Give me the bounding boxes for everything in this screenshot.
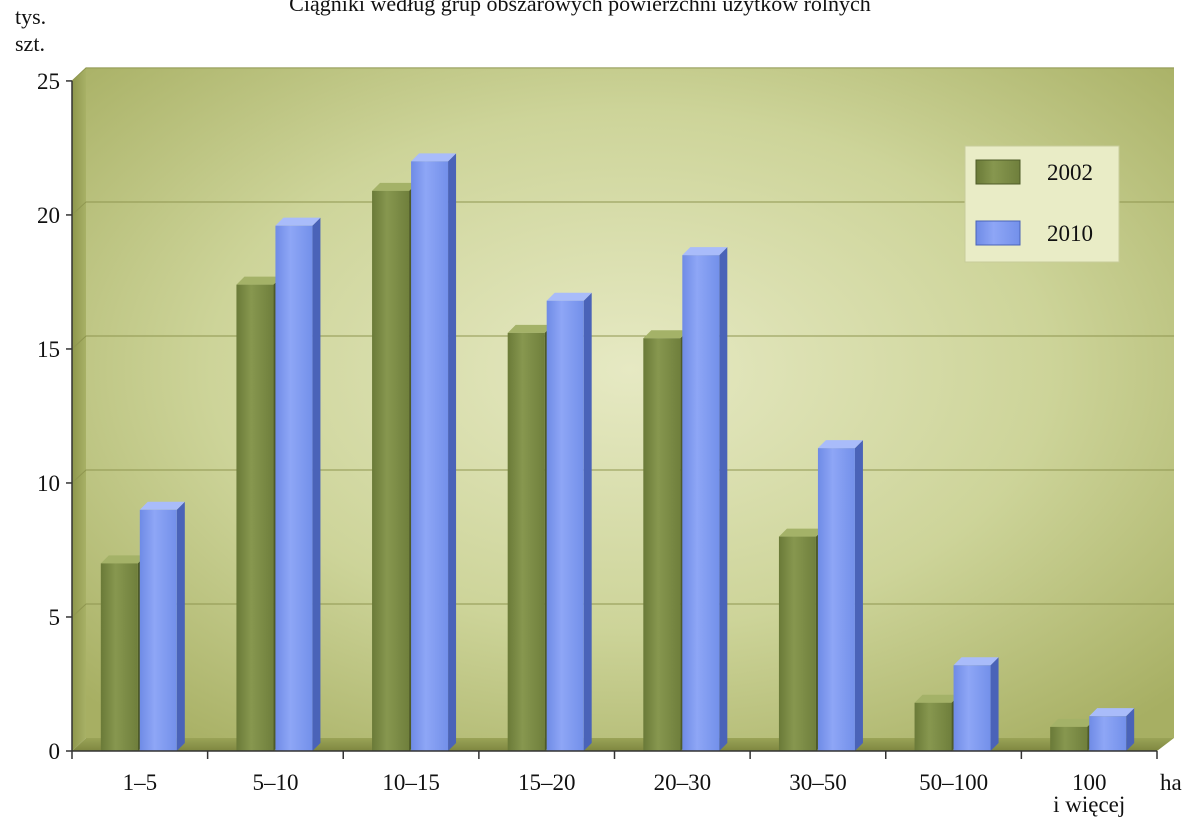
gridline [71,335,1174,350]
bar-side [854,440,863,751]
gridline [71,469,1174,484]
y-axis-label-line-2: szt. [15,31,45,56]
bar-front [546,300,584,751]
y-tick-label: 0 [49,739,61,764]
bar-2002-50–100 [914,694,960,751]
bar-top [643,330,689,339]
bar-2010-15–20 [546,292,592,751]
bar-front [139,509,177,751]
bar-top [1089,708,1135,717]
bar-side [448,153,457,752]
bar-side [990,657,999,751]
legend-label: 2002 [1047,160,1093,185]
plot-side-wall [72,67,86,752]
bar-front [1050,726,1088,751]
x-axis-label: ha [1160,770,1182,795]
x-tick-label: 20–30 [654,770,712,795]
bar-top [914,694,960,703]
bar-front [275,225,313,752]
y-tick-label: 20 [37,203,60,228]
x-tick-label: 50–100 [919,770,988,795]
x-tick-label: 1–5 [123,770,158,795]
chart-title: Ciągniki według grup obszarowych powierz… [289,0,871,16]
bar-top [1050,718,1096,727]
y-axis-label-line-1: tys. [15,4,46,29]
x-tick-label: 100 i więcej [1053,770,1125,817]
bar-2002-20–30 [643,330,689,751]
bar-2002-1–5 [100,555,146,751]
bar-side [719,247,728,751]
bar-2002-100 i więcej [1050,718,1096,751]
x-tick-label: 5–10 [252,770,298,795]
axes: 0 5 10 15 20 25 1–5 5–10 10–15 15–20 20–30 30–50 50–… [37,69,1158,817]
bar-top [139,501,185,510]
bar-2002-5–10 [236,276,282,751]
bar-2010-50–100 [953,657,999,751]
x-tick-label: 15–20 [518,770,576,795]
bar-top [507,324,553,333]
bar-2010-1–5 [139,501,185,751]
y-tick-label: 15 [37,337,60,362]
bar-top [411,153,457,162]
legend-label: 2010 [1047,221,1093,246]
bar-2002-30–50 [778,528,824,751]
legend: 2002 2010 [964,145,1120,263]
plot-floor [72,738,1174,751]
bar-top [778,528,824,537]
bar-front [817,448,855,751]
bar-front [1089,716,1127,751]
bar-top [275,217,321,226]
bar-front [507,332,545,751]
gridlines [71,67,1174,618]
bar-side [583,292,592,751]
bar-top [682,247,728,256]
bar-front [372,190,410,752]
x-tick-label: 10–15 [382,770,440,795]
bar-2002-10–15 [372,182,418,752]
gridline [71,67,1174,82]
bar-front [411,161,449,752]
bar-top [236,276,282,285]
bars [100,153,1135,752]
bar-top [100,555,146,564]
bar-top [953,657,999,666]
y-tick-label: 10 [37,471,60,496]
gridline [71,201,1174,216]
bar-top [372,182,418,191]
bar-2010-20–30 [682,247,728,751]
bar-2002-15–20 [507,324,553,751]
y-tick-label: 5 [49,605,61,630]
bar-side [312,217,321,752]
bar-side [176,501,185,751]
bar-front [914,702,952,751]
bar-front [236,284,274,751]
bar-2010-5–10 [275,217,321,752]
bar-2010-30–50 [817,440,863,751]
y-tick-label: 25 [37,69,60,94]
bar-front [953,665,991,751]
legend-item-2010: 2010 [975,220,1093,246]
legend-item-2002: 2002 [975,159,1093,185]
x-tick-label: 30–50 [789,770,847,795]
bar-front [778,536,816,751]
bar-front [100,563,138,751]
bar-top [817,440,863,449]
bar-side [1126,708,1135,751]
bar-front [643,338,681,751]
legend-swatch [975,220,1021,246]
bar-top [546,292,592,301]
bar-front [682,255,720,751]
y-axis-label: tys. szt. [15,4,52,56]
bar-2010-100 i więcej [1089,708,1135,751]
bar-2010-10–15 [411,153,457,752]
legend-swatch [975,159,1021,185]
